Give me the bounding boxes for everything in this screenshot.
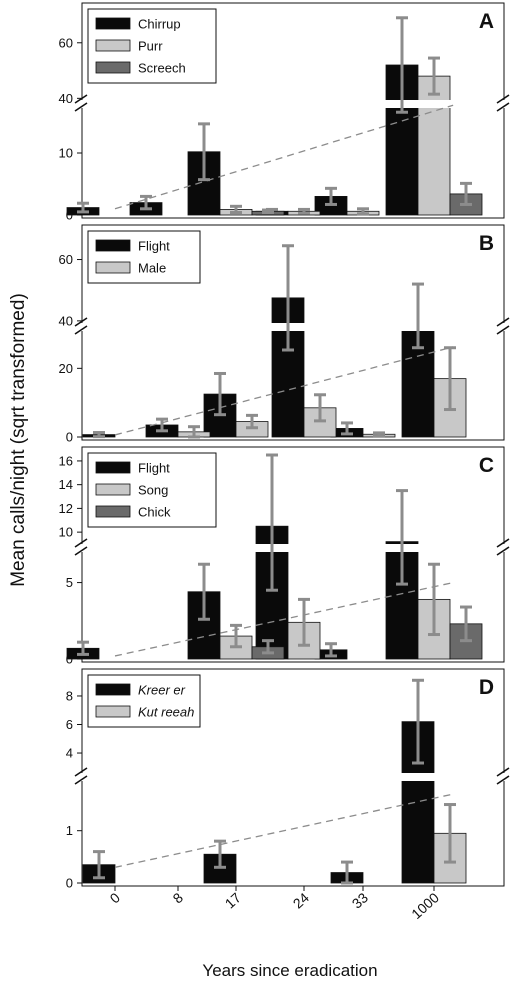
legend-label-chick: Chick <box>138 505 171 520</box>
y-tick-b-40-label: 40 <box>59 313 73 328</box>
y-tick-c-5-label: 5 <box>66 575 73 590</box>
y-tick-a-60-label: 60 <box>59 35 73 50</box>
x-axis-label: Years since eradication <box>202 961 377 980</box>
legend-swatch-male <box>95 261 131 274</box>
axis-break-mark-0a <box>74 538 88 548</box>
y-tick-c-12-label: 12 <box>59 501 73 516</box>
legend-label-male: Male <box>138 261 166 276</box>
axis-break-gap-0 <box>76 544 88 552</box>
panel-letter-d: D <box>479 676 494 699</box>
y-tick-d-8-label: 8 <box>66 688 73 703</box>
axis-break-mark-0b <box>74 546 88 556</box>
axis-break-mark-0a <box>74 94 88 104</box>
panel-b: 0 20 40 60 B Flight Male <box>59 224 510 445</box>
axis-break-mark-1b <box>496 102 510 112</box>
bar-d-kreer-er-1000-break <box>401 773 435 781</box>
legend-swatch-kut-reeah <box>95 705 131 718</box>
axis-break-gap-1 <box>498 544 510 552</box>
legend-swatch-kreer-er <box>95 683 131 696</box>
axis-break-mark-1a <box>496 538 510 548</box>
axis-break-gap-1 <box>498 773 510 781</box>
axis-break-mark-1a <box>496 767 510 777</box>
y-tick-a-40-label: 40 <box>59 91 73 106</box>
axis-break-mark-0b <box>74 102 88 112</box>
axis-break-gap-1 <box>498 100 510 108</box>
y-axis-label: Mean calls/night (sqrt transformed) <box>8 293 29 587</box>
legend-label-kut-reeah: Kut reeah <box>138 705 194 720</box>
y-tick-b-20-label: 20 <box>59 361 73 376</box>
legend-box <box>87 230 201 284</box>
bar-a-purr-1000-break <box>417 100 451 108</box>
legend-swatch-chick <box>95 505 131 518</box>
trend-line-b <box>114 346 454 436</box>
panel-d: 0 1 4 6 8 D Kreer er Kut reeah <box>66 668 510 891</box>
panel-frame <box>81 446 505 663</box>
legend-label-song: Song <box>138 483 168 498</box>
x-tick-label-1000: 1000 <box>408 889 442 922</box>
legend-d: Kreer er Kut reeah <box>87 674 201 728</box>
panel-a: 0104060AChirrupPurrScreech <box>59 2 510 223</box>
y-tick-c-10-label: 10 <box>59 525 73 540</box>
panel-letter-c: C <box>479 454 494 477</box>
trend-line-c <box>114 581 454 657</box>
legend-swatch-screech <box>95 61 131 74</box>
y-tick-b-0-label: 0 <box>66 430 73 445</box>
y-tick-c-16-label: 16 <box>59 453 73 468</box>
trend-line-d <box>114 793 454 868</box>
trend-line-a <box>114 104 454 210</box>
x-tick-label-24: 24 <box>290 889 312 911</box>
y-tick-d-1-label: 1 <box>66 823 73 838</box>
y-tick-c-14-label: 14 <box>59 477 73 492</box>
x-tick-label-17: 17 <box>222 889 244 911</box>
legend-label-flight: Flight <box>138 239 170 254</box>
legend-swatch-chirrup <box>95 17 131 30</box>
legend-b: Flight Male <box>87 230 201 284</box>
axis-break-gap-0 <box>76 323 88 331</box>
panel-frame <box>81 224 505 441</box>
legend-swatch-purr <box>95 39 131 52</box>
y-tick-d-0-label: 0 <box>66 876 73 891</box>
bar-a-purr-1000 <box>417 75 451 216</box>
legend-label-chirrup: Chirrup <box>138 17 181 32</box>
x-tick-labels: 0 8 17 24 33 1000 <box>107 886 442 922</box>
panel-letter-b: B <box>479 232 494 255</box>
axis-break-mark-0a <box>74 767 88 777</box>
x-tick-label-0: 0 <box>107 889 124 906</box>
axis-break-gap-0 <box>76 100 88 108</box>
panel-c: 0510121416CFlightSongChick <box>59 446 510 667</box>
panels: 0 10 40 60 A Chirrup Purr Screech 0 20 40 60 B Flight… <box>59 2 510 891</box>
x-tick-label-8: 8 <box>170 889 187 906</box>
axis-break-mark-1b <box>496 546 510 556</box>
legend-a: Chirrup Purr Screech <box>87 8 217 84</box>
y-tick-d-6-label: 6 <box>66 717 73 732</box>
axis-break-mark-0a <box>74 317 88 327</box>
axis-break-mark-1b <box>496 325 510 335</box>
legend-c: Flight Song Chick <box>87 452 217 528</box>
y-tick-d-4-label: 4 <box>66 746 73 761</box>
legend-label-purr: Purr <box>138 39 163 54</box>
axis-break-mark-1a <box>496 317 510 327</box>
legend-swatch-flight <box>95 239 131 252</box>
legend-swatch-song <box>95 483 131 496</box>
axis-break-mark-1b <box>496 775 510 785</box>
panel-letter-a: A <box>479 10 494 33</box>
panel-frame <box>81 2 505 219</box>
axis-break-gap-0 <box>76 773 88 781</box>
y-tick-a-10-label: 10 <box>59 146 73 161</box>
legend-label-kreer-er: Kreer er <box>138 683 186 698</box>
x-tick-label-33: 33 <box>349 889 371 911</box>
legend-swatch-flight <box>95 461 131 474</box>
axis-break-mark-0b <box>74 775 88 785</box>
axis-break-mark-0b <box>74 325 88 335</box>
axis-break-mark-1a <box>496 94 510 104</box>
legend-label-screech: Screech <box>138 61 186 76</box>
axis-break-gap-1 <box>498 323 510 331</box>
legend-label-flight: Flight <box>138 461 170 476</box>
y-tick-b-60-label: 60 <box>59 252 73 267</box>
